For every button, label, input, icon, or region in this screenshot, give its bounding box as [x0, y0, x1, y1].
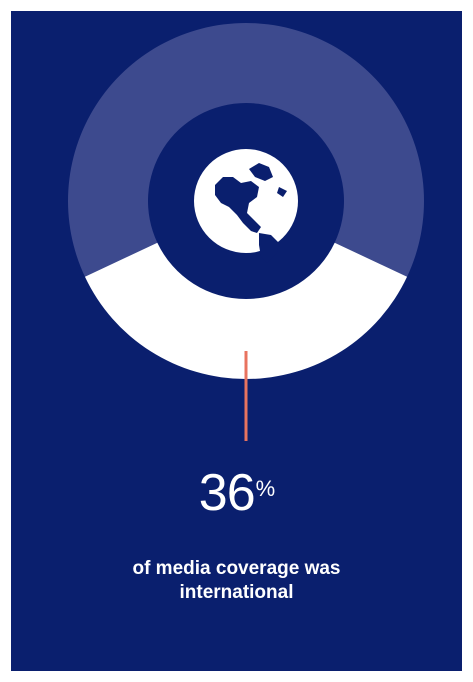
stat-unit: %: [255, 476, 276, 501]
stat-number: 36: [198, 464, 256, 522]
donut-segment-international: [84, 242, 408, 379]
donut-segment-remainder: [67, 22, 424, 277]
globe-americas-icon: [194, 149, 298, 263]
caption-line-2: international: [179, 582, 294, 603]
caption-line-1: of media coverage was: [132, 558, 341, 579]
stat-caption: of media coverage was international: [11, 557, 462, 605]
donut-chart: [67, 22, 424, 441]
stat-value: 36%: [11, 463, 462, 523]
infographic-card: 36% of media coverage was international: [11, 11, 462, 671]
